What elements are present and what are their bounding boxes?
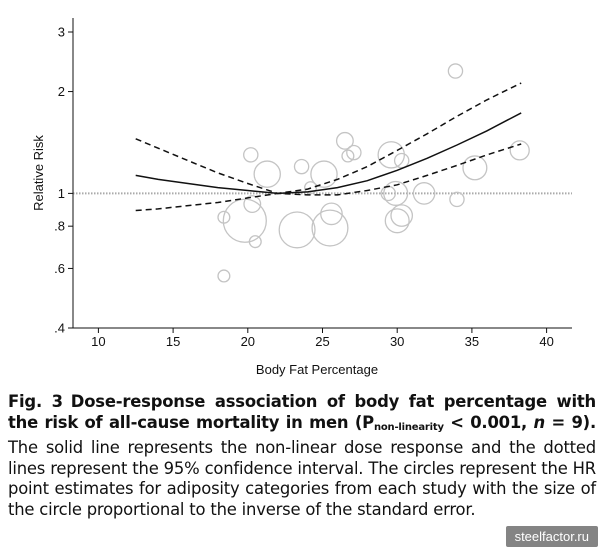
study-point: [278, 211, 316, 249]
x-tick-label: 40: [539, 334, 553, 349]
caption-subscript: non-linearity: [373, 421, 444, 433]
study-point: [311, 209, 349, 247]
study-point: [383, 180, 409, 206]
y-axis-label: Relative Risk: [31, 135, 46, 211]
caption-n-variable: n: [533, 412, 546, 432]
study-point: [253, 160, 281, 188]
curve-lines-layer: [135, 82, 522, 212]
x-tick-label: 25: [315, 334, 329, 349]
caption-title-part-3: = 9).: [545, 412, 596, 432]
study-point: [390, 204, 414, 227]
study-point: [412, 182, 436, 205]
study-point: [320, 202, 343, 226]
figure-caption: Fig. 3 Dose-response association of body …: [8, 392, 596, 520]
x-axis-label: Body Fat Percentage: [256, 362, 378, 377]
study-point: [303, 181, 318, 195]
study-point: [384, 208, 410, 234]
y-tick-label: .6: [54, 261, 65, 276]
dose-response-chart: 10 15 20 25 30 35 40 .4 .6 .8 1 2 3 Body Fat Percent…: [31, 18, 572, 377]
study-point: [310, 160, 338, 188]
x-tick-label: 20: [241, 334, 255, 349]
x-tick-label: 10: [91, 334, 105, 349]
watermark: steelfactor.ru: [505, 526, 598, 547]
study-point: [377, 141, 405, 169]
y-tick-label: .8: [54, 219, 65, 234]
study-point: [243, 195, 262, 214]
study-point: [335, 131, 354, 150]
caption-body: The solid line represents the non-linear…: [8, 438, 596, 519]
study-points-layer: [217, 63, 530, 283]
confidence-interval-line: [135, 82, 522, 195]
study-point: [346, 144, 362, 161]
confidence-interval-line: [135, 143, 522, 212]
study-point: [509, 140, 530, 161]
study-point: [293, 158, 310, 175]
figure-label: Fig. 3: [8, 392, 63, 411]
y-tick-label: 1: [58, 186, 65, 201]
study-point: [217, 269, 231, 283]
study-point: [447, 63, 464, 79]
y-tick-label: 2: [58, 84, 65, 99]
y-tick-label: 3: [58, 25, 65, 40]
y-tick-label: .4: [54, 321, 65, 336]
caption-title-part-2: < 0.001,: [443, 412, 534, 432]
study-point: [243, 147, 259, 163]
caption-title-part-1: Dose-response association of body fat pe…: [8, 392, 596, 432]
study-point: [248, 235, 262, 249]
x-tick-label: 30: [390, 334, 404, 349]
x-tick-label: 35: [465, 334, 479, 349]
axes-layer: 10 15 20 25 30 35 40 .4 .6 .8 1 2 3: [54, 18, 572, 349]
study-point: [449, 191, 465, 208]
study-point: [462, 155, 488, 181]
plot-area-frame: [73, 18, 572, 328]
x-tick-label: 15: [166, 334, 180, 349]
dose-response-line: [135, 112, 522, 195]
